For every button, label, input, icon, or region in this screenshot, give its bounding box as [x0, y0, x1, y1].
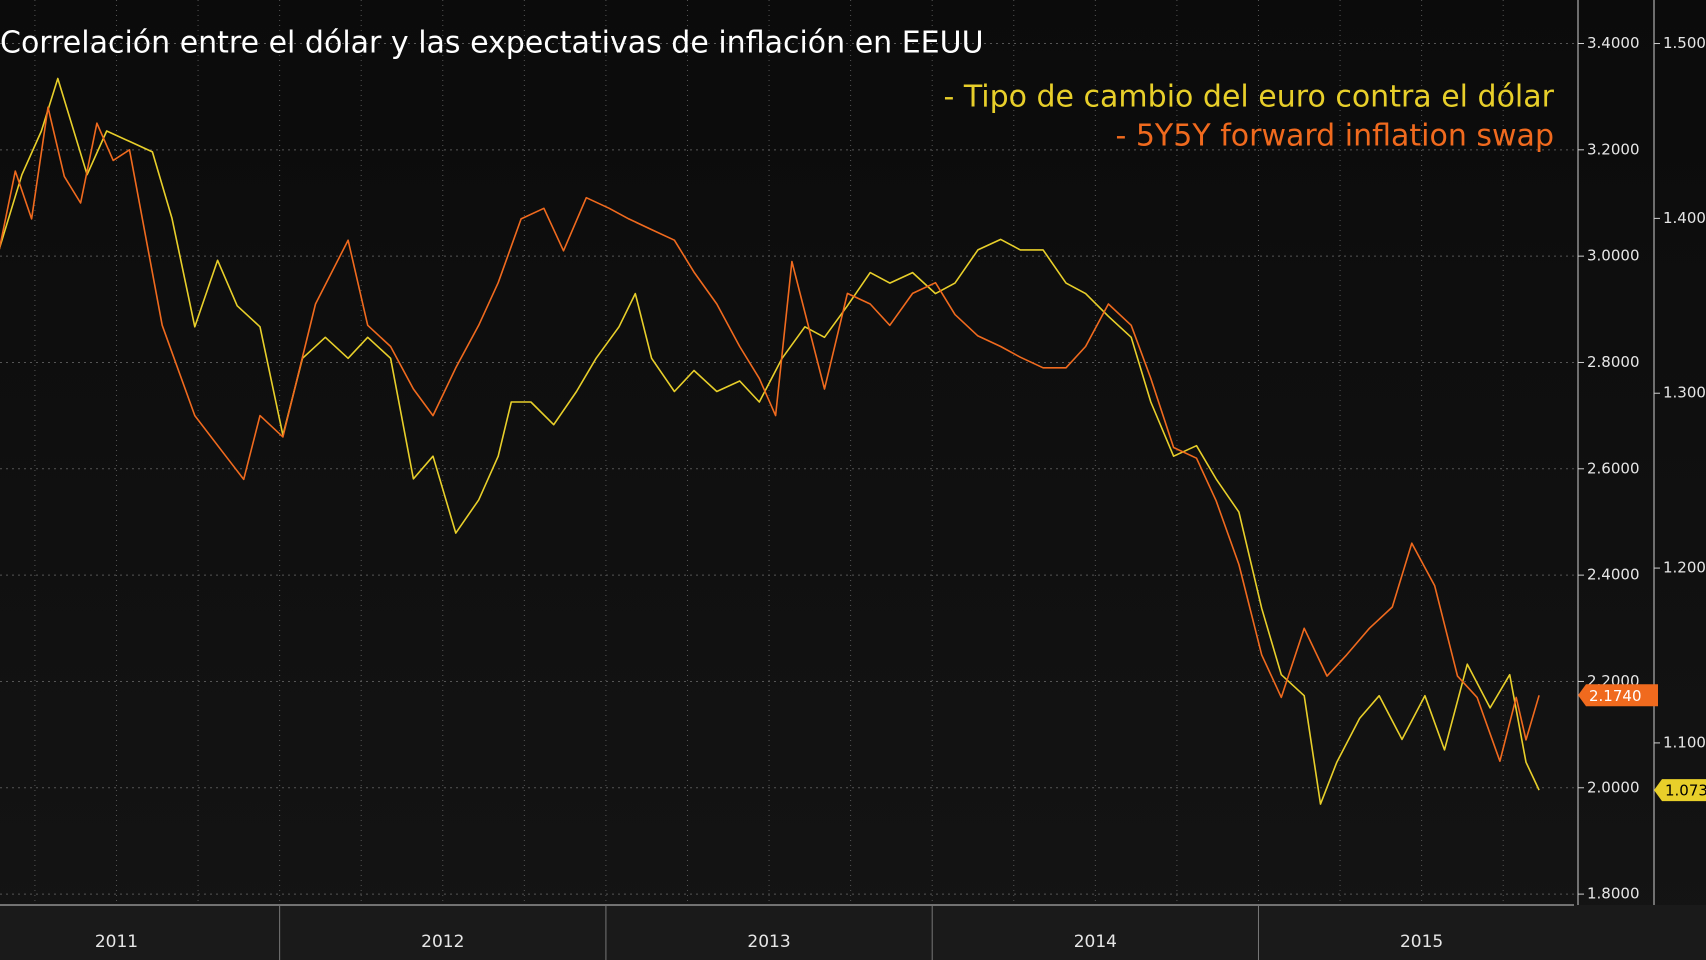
y-tick-label: 2.0000	[1587, 778, 1640, 796]
y-tick-label: 3.2000	[1587, 140, 1640, 158]
y-tick-label: 2.8000	[1587, 353, 1640, 371]
y2-tick-label: 1.2000	[1663, 559, 1706, 577]
series-line	[0, 106, 1540, 762]
y-tick-label: 2.6000	[1587, 459, 1640, 477]
y2-tick-label: 1.4000	[1663, 209, 1706, 227]
x-tick-label: 2013	[747, 932, 790, 952]
legend-entry: - 5Y5Y forward inflation swap	[1115, 119, 1554, 154]
y2-tick-label: 1.5000	[1663, 34, 1706, 52]
y2-tick-label: 1.1000	[1663, 733, 1706, 751]
last-value-label: 2.1740	[1589, 687, 1642, 705]
x-tick-label: 2015	[1400, 932, 1443, 952]
y2-tick-label: 1.3000	[1663, 384, 1706, 402]
x-tick-label: 2011	[95, 932, 138, 952]
last-value-label: 1.073	[1665, 782, 1706, 800]
x-axis-band	[0, 905, 1706, 960]
chart-title: Correlación entre el dólar y las expecta…	[0, 26, 984, 61]
grid	[0, 0, 1574, 905]
legend-entry: - Tipo de cambio del euro contra el dóla…	[943, 80, 1554, 115]
y-tick-label: 1.8000	[1587, 885, 1640, 903]
series-line	[0, 77, 1540, 805]
x-tick-label: 2014	[1074, 932, 1117, 952]
last-value-badge	[1578, 684, 1658, 707]
y-tick-label: 2.4000	[1587, 566, 1640, 584]
x-tick-label: 2012	[421, 932, 464, 952]
legend: - Tipo de cambio del euro contra el dóla…	[943, 80, 1554, 154]
y-tick-label: 3.4000	[1587, 34, 1640, 52]
plot-area	[0, 77, 1540, 805]
y-tick-label: 3.0000	[1587, 247, 1640, 265]
last-value-badge	[1654, 779, 1706, 802]
